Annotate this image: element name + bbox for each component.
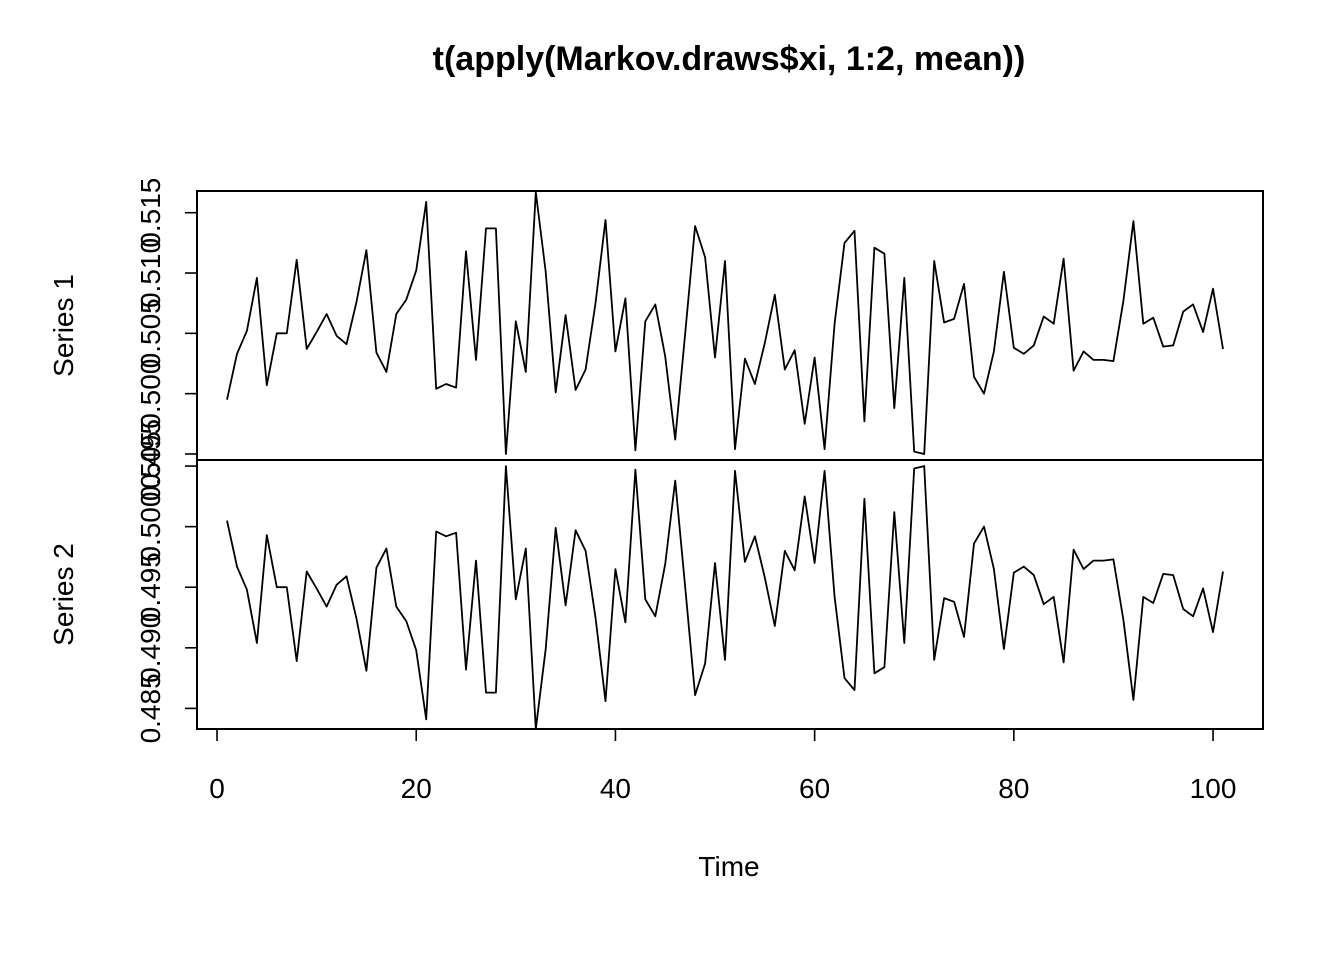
y-tick-label: 0.505 — [135, 431, 166, 501]
y-tick-label: 0.485 — [135, 673, 166, 743]
x-tick-label: 20 — [401, 773, 432, 804]
x-axis-label: Time — [698, 851, 759, 882]
y-tick-label: 0.510 — [135, 238, 166, 308]
y-tick-label: 0.505 — [135, 298, 166, 368]
chart-title: t(apply(Markov.draws$xi, 1:2, mean)) — [433, 40, 1026, 78]
x-tick-label: 0 — [209, 773, 225, 804]
x-axis: 0 20 40 60 80 100 — [209, 728, 1237, 804]
y-tick-label: 0.500 — [135, 359, 166, 429]
y-tick-label: 0.495 — [135, 419, 166, 489]
x-tick-label: 60 — [799, 773, 830, 804]
x-tick-label: 40 — [600, 773, 631, 804]
y-tick-label: 0.515 — [135, 178, 166, 248]
panel-1-frame — [196, 190, 1264, 461]
series-2-line — [226, 465, 1224, 730]
series-1-line — [226, 191, 1224, 455]
y-tick-label: 0.495 — [135, 552, 166, 622]
y-tick-label: 0.500 — [135, 492, 166, 562]
panel-2-frame — [196, 459, 1264, 730]
x-tick-label: 100 — [1190, 773, 1237, 804]
panel-1-ylabel: Series 1 — [48, 274, 79, 377]
x-tick-label: 80 — [998, 773, 1029, 804]
y-tick-label: 0.490 — [135, 613, 166, 683]
panel-2-ylabel: Series 2 — [48, 543, 79, 646]
